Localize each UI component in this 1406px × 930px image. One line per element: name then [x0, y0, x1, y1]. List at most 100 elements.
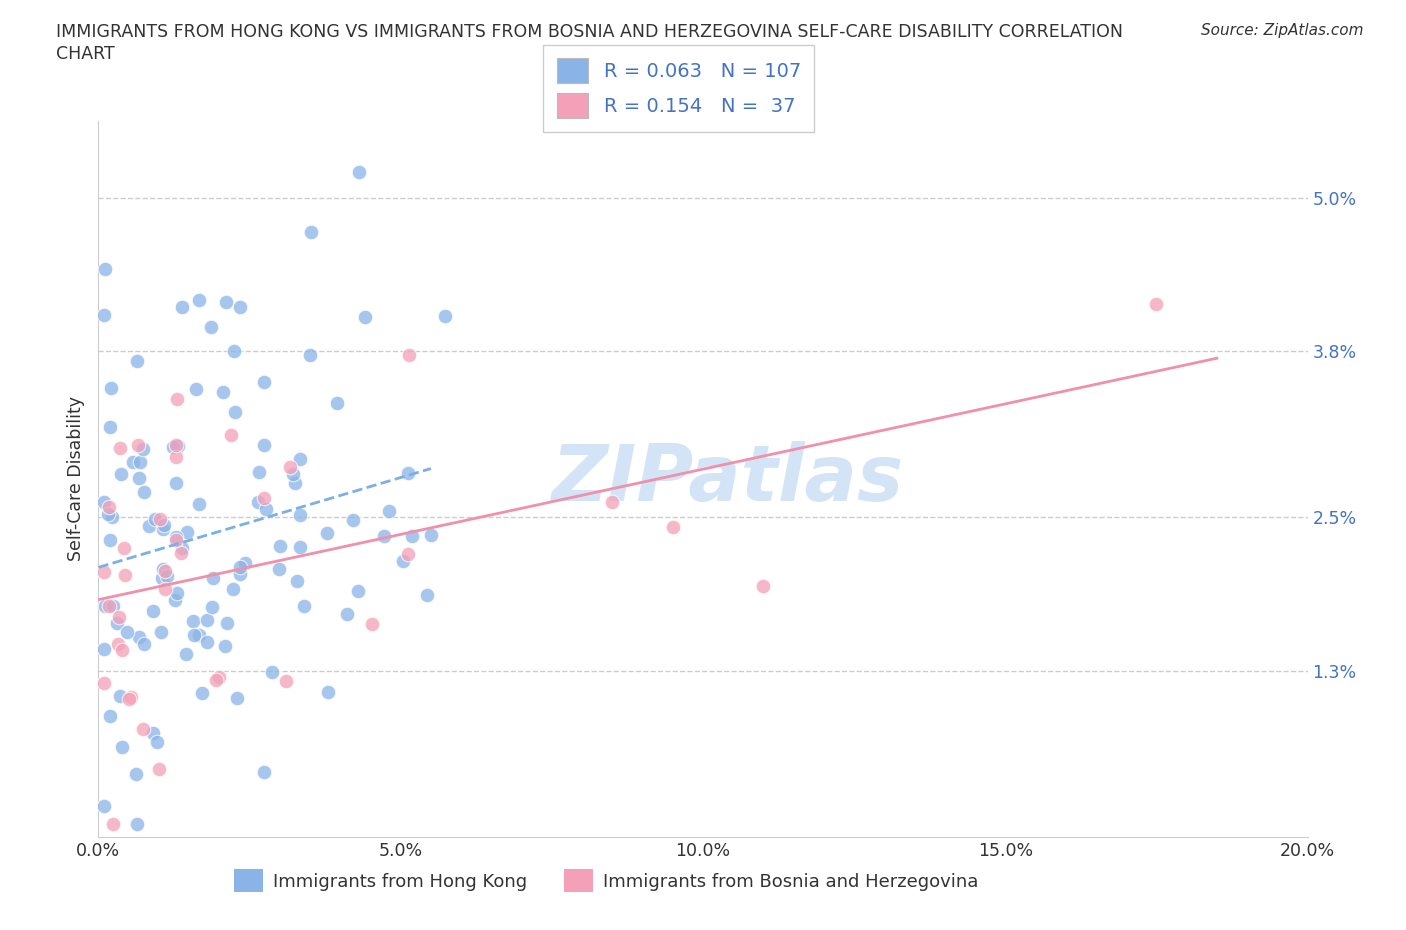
Point — [214, 295, 236, 310]
Point — [127, 438, 149, 453]
Point — [108, 688, 131, 703]
Point — [108, 610, 131, 625]
Point — [253, 438, 276, 453]
Point — [201, 600, 224, 615]
Point — [111, 643, 134, 658]
Point — [128, 630, 150, 644]
Point — [110, 441, 132, 456]
Point — [187, 628, 209, 643]
Point — [224, 405, 246, 419]
Point — [93, 262, 115, 277]
Point — [195, 613, 218, 628]
Point — [183, 627, 205, 642]
Point — [125, 353, 148, 368]
Legend: Immigrants from Hong Kong, Immigrants from Bosnia and Herzegovina: Immigrants from Hong Kong, Immigrants fr… — [226, 862, 986, 899]
Point — [247, 464, 270, 479]
Point — [233, 555, 256, 570]
Point — [100, 380, 122, 395]
Point — [165, 532, 187, 547]
Point — [122, 455, 145, 470]
Point — [420, 527, 443, 542]
Point — [281, 467, 304, 482]
Point — [253, 374, 276, 389]
Point — [347, 165, 370, 179]
Point — [284, 476, 307, 491]
Point — [290, 539, 312, 554]
Point — [165, 529, 187, 544]
Point — [396, 466, 419, 481]
Point — [149, 512, 172, 526]
Point — [103, 598, 125, 613]
Point — [336, 607, 359, 622]
Y-axis label: Self-Care Disability: Self-Care Disability — [66, 396, 84, 562]
Point — [152, 561, 174, 576]
Point — [416, 588, 439, 603]
Point — [377, 503, 399, 518]
Point — [269, 538, 291, 553]
Point — [124, 766, 146, 781]
Point — [396, 547, 419, 562]
Point — [298, 348, 321, 363]
Point — [149, 624, 172, 639]
Point — [401, 528, 423, 543]
Point — [229, 560, 252, 575]
Point — [153, 564, 176, 578]
Point — [326, 395, 349, 410]
Point — [260, 665, 283, 680]
Point — [128, 471, 150, 485]
Text: Source: ZipAtlas.com: Source: ZipAtlas.com — [1201, 23, 1364, 38]
Point — [246, 494, 269, 509]
Point — [97, 506, 120, 521]
Point — [353, 310, 375, 325]
Point — [398, 348, 420, 363]
Point — [176, 525, 198, 539]
Point — [132, 485, 155, 499]
Point — [184, 381, 207, 396]
Point — [752, 578, 775, 593]
Point — [299, 224, 322, 239]
Point — [187, 292, 209, 307]
Point — [166, 438, 188, 453]
Point — [1144, 297, 1167, 312]
Point — [121, 689, 143, 704]
Point — [98, 533, 121, 548]
Point — [433, 309, 456, 324]
Point — [165, 476, 187, 491]
Text: IMMIGRANTS FROM HONG KONG VS IMMIGRANTS FROM BOSNIA AND HERZEGOVINA SELF-CARE DI: IMMIGRANTS FROM HONG KONG VS IMMIGRANTS … — [56, 23, 1123, 41]
Point — [274, 673, 297, 688]
Point — [342, 512, 364, 527]
Point — [129, 454, 152, 469]
Point — [225, 690, 247, 705]
Point — [125, 817, 148, 831]
Point — [215, 616, 238, 631]
Point — [315, 525, 337, 540]
Point — [142, 604, 165, 618]
Point — [661, 519, 683, 534]
Point — [152, 522, 174, 537]
Point — [195, 635, 218, 650]
Point — [169, 546, 191, 561]
Point — [316, 684, 339, 699]
Point — [254, 502, 277, 517]
Point — [156, 568, 179, 583]
Point — [208, 670, 231, 684]
Point — [170, 299, 193, 314]
Point — [219, 428, 242, 443]
Point — [205, 672, 228, 687]
Point — [201, 571, 224, 586]
Point — [93, 799, 115, 814]
Point — [148, 762, 170, 777]
Point — [163, 592, 186, 607]
Point — [146, 735, 169, 750]
Point — [288, 452, 311, 467]
Point — [138, 519, 160, 534]
Point — [153, 517, 176, 532]
Point — [112, 541, 135, 556]
Point — [214, 638, 236, 653]
Point — [153, 582, 176, 597]
Point — [165, 438, 187, 453]
Point — [93, 495, 115, 510]
Point — [229, 566, 252, 581]
Point — [174, 646, 197, 661]
Point — [115, 624, 138, 639]
